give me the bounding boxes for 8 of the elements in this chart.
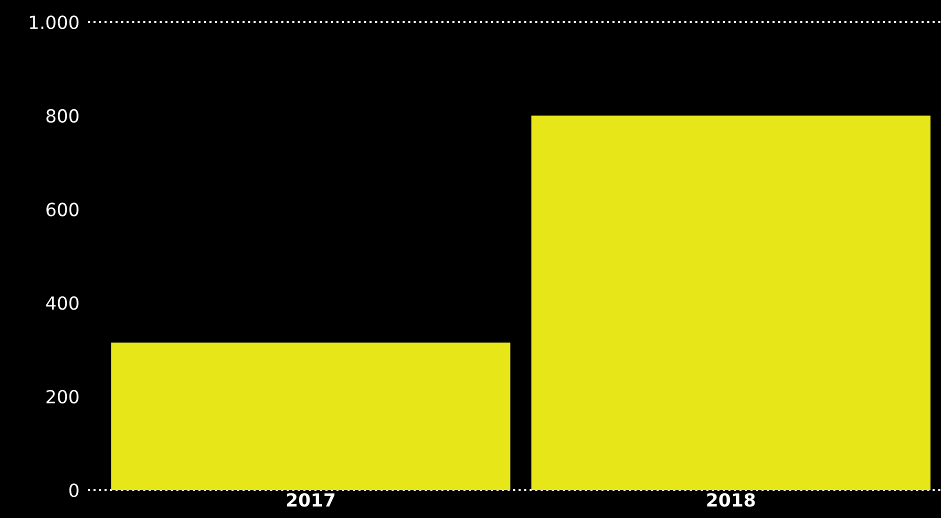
y-tick-label: 400: [46, 296, 78, 310]
y-tick-label: 200: [46, 390, 78, 404]
y-tick-label: 800: [46, 109, 78, 123]
y-tick-label: 600: [46, 202, 78, 216]
y-tick-label: 1.000: [30, 15, 78, 30]
x-tick-label: 2018: [707, 493, 755, 507]
y-tick-label: 0: [69, 483, 78, 498]
x-tick-label: 2017: [287, 493, 334, 507]
